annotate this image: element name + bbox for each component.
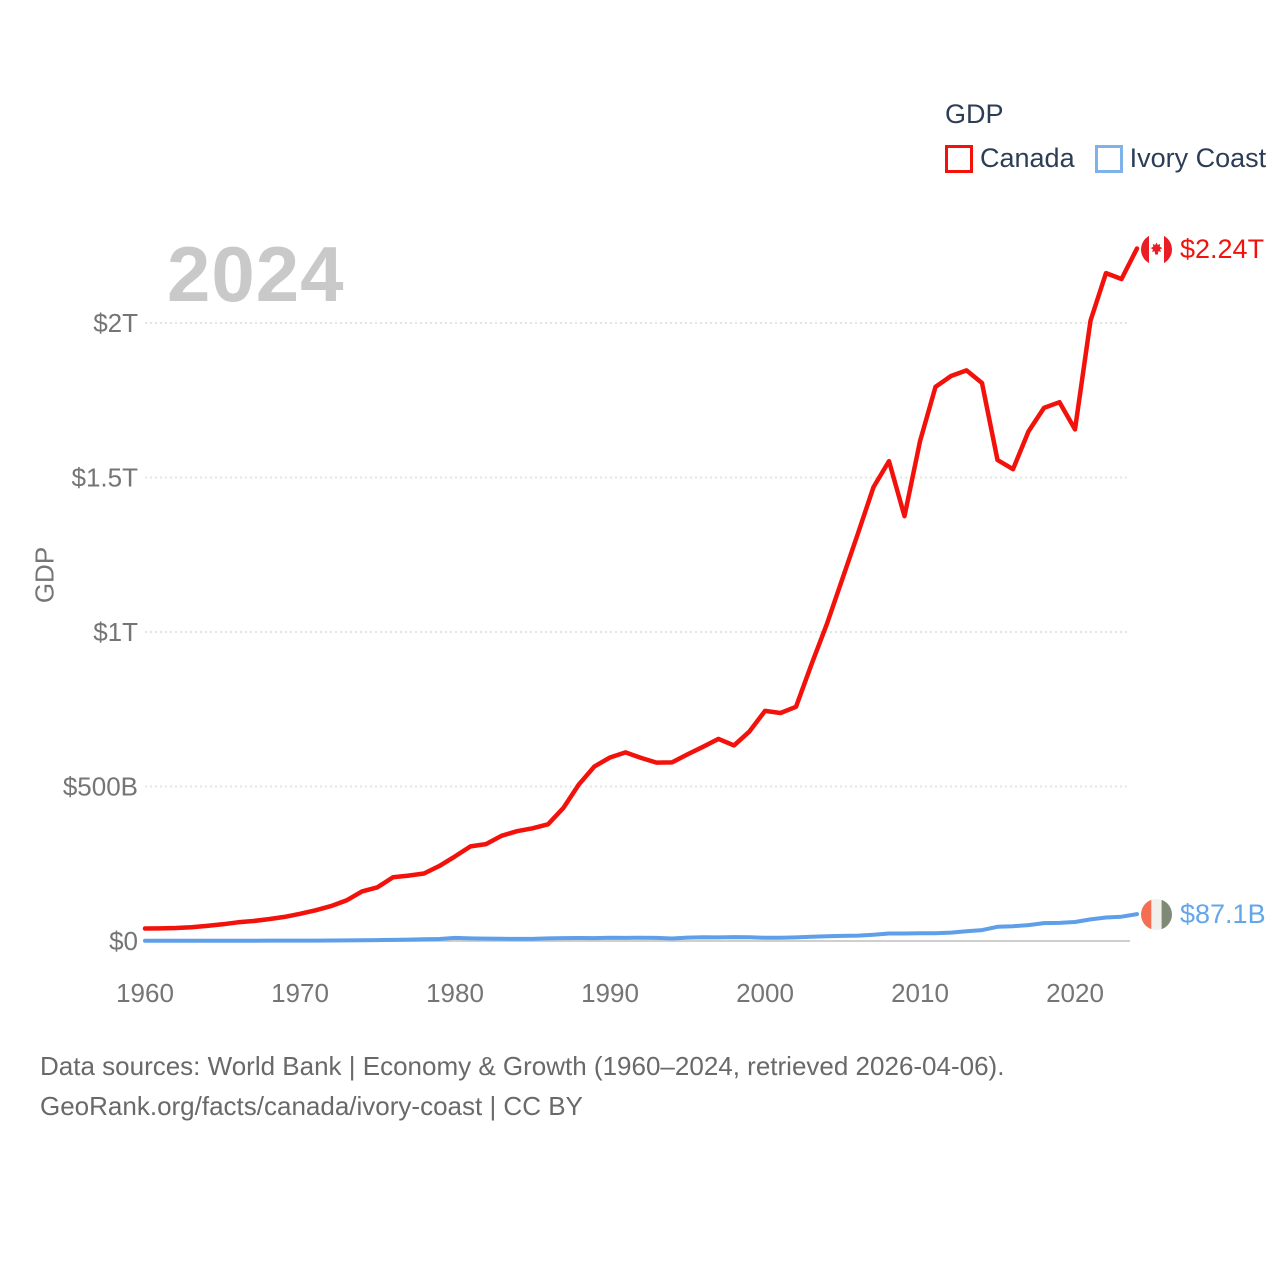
attribution-footer: Data sources: World Bank | Economy & Gro… bbox=[40, 1046, 1004, 1126]
x-tick-label: 2000 bbox=[736, 978, 794, 1008]
y-tick-label: $1T bbox=[93, 617, 138, 647]
x-tick-label: 1970 bbox=[271, 978, 329, 1008]
year-watermark: 2024 bbox=[167, 230, 345, 318]
y-tick-label: $2T bbox=[93, 308, 138, 338]
y-tick-label: $1.5T bbox=[72, 463, 139, 493]
x-tick-label: 1980 bbox=[426, 978, 484, 1008]
canada-swatch-icon bbox=[945, 144, 973, 173]
canada-end-value: $2.24T bbox=[1180, 234, 1265, 264]
legend-label-ivory-coast: Ivory Coast bbox=[1129, 143, 1267, 173]
series-line-ivory-coast bbox=[143, 912, 1139, 943]
ivory-coast-end-label: $87.1B bbox=[1141, 899, 1266, 930]
series-line-canada bbox=[142, 246, 1140, 931]
canada-end-label: $2.24T bbox=[1141, 234, 1264, 265]
legend-item-ivory-coast[interactable]: Ivory Coast bbox=[1094, 143, 1267, 174]
ivory-coast-end-value: $87.1B bbox=[1180, 899, 1266, 929]
x-tick-label: 2010 bbox=[891, 978, 949, 1008]
footer-sources-line: Data sources: World Bank | Economy & Gro… bbox=[40, 1051, 1005, 1081]
legend-item-canada[interactable]: Canada bbox=[945, 143, 1075, 174]
legend-title: GDP bbox=[945, 99, 1004, 129]
legend-items: Canada Ivory Coast bbox=[945, 143, 1266, 174]
ivory-coast-flag-icon bbox=[1141, 899, 1172, 930]
footer-url-line: GeoRank.org/facts/canada/ivory-coast | C… bbox=[40, 1091, 583, 1121]
x-tick-label: 2020 bbox=[1046, 978, 1104, 1008]
x-tick-label: 1960 bbox=[116, 978, 174, 1008]
canada-flag-icon bbox=[1141, 234, 1172, 265]
gdp-line-chart: $0 $500B $1T $1.5T $2T 1960 1970 1980 1990 2000 20… bbox=[63, 246, 1140, 1008]
ivory-coast-swatch-icon bbox=[1094, 144, 1123, 173]
y-tick-label: $500B bbox=[63, 772, 138, 802]
x-tick-label: 1990 bbox=[581, 978, 639, 1008]
legend-label-canada: Canada bbox=[980, 143, 1075, 173]
legend: GDP Canada Ivory Coast bbox=[945, 99, 1266, 174]
y-tick-label: $0 bbox=[109, 926, 138, 956]
